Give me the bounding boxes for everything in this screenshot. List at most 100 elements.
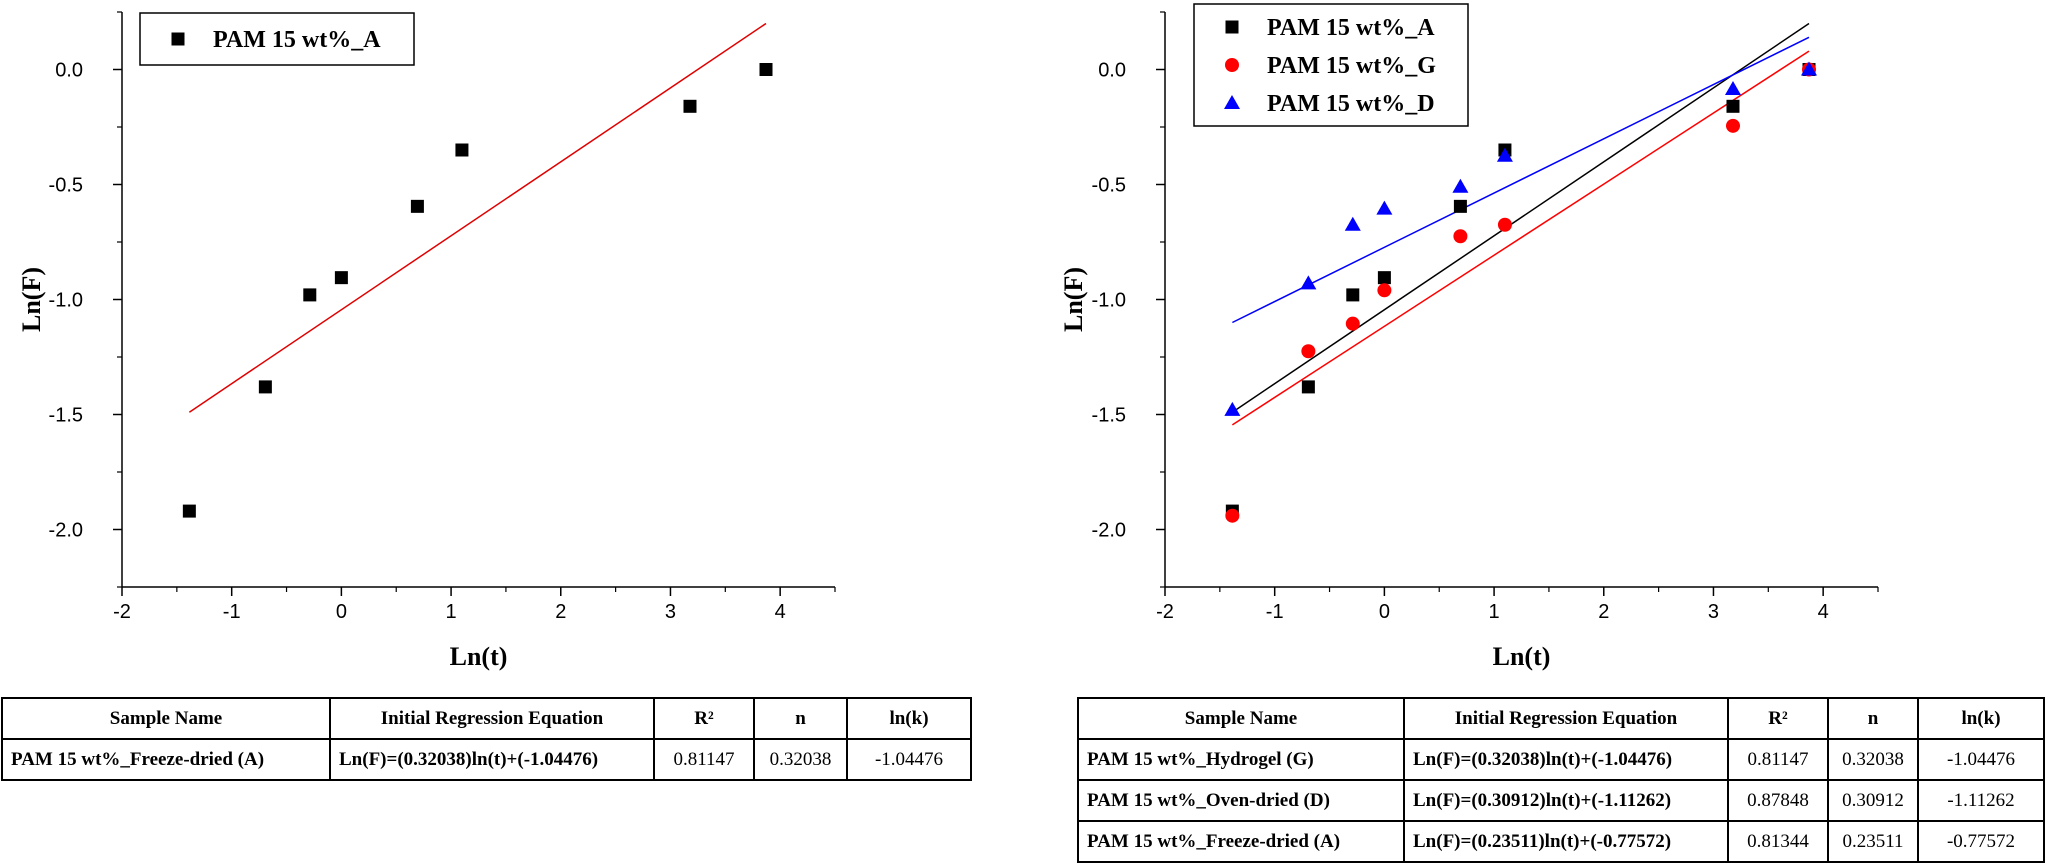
data-point <box>1725 118 1740 133</box>
x-tick-label: 0 <box>1379 601 1390 623</box>
x-tick-label: 3 <box>1708 601 1719 623</box>
legend-label: PAM 15 wt%_A <box>1267 15 1435 41</box>
legend-label: PAM 15 wt%_A <box>213 27 381 53</box>
data-point <box>1344 216 1361 231</box>
x-tick-label: -1 <box>1266 601 1284 623</box>
header-sample-name: Sample Name <box>1077 697 1405 740</box>
fit-line <box>1231 22 1810 413</box>
y-tick-label: -2.0 <box>49 520 83 542</box>
cell-lnk: -1.04476 <box>1917 738 2045 781</box>
cell-n: 0.23511 <box>1827 820 1919 863</box>
data-point <box>1497 217 1512 232</box>
table-header-row: Sample Name Initial Regression Equation … <box>1077 697 2045 740</box>
x-tick-label: 2 <box>555 601 566 623</box>
y-tick-label: -1.5 <box>49 405 83 427</box>
y-tick-label: -0.5 <box>49 175 83 197</box>
legend-box <box>139 12 415 66</box>
x-tick-label: 4 <box>775 601 786 623</box>
regression-table-right: Sample Name Initial Regression Equation … <box>1077 697 2045 863</box>
header-lnk: ln(k) <box>1917 697 2045 740</box>
data-point <box>1801 61 1818 76</box>
data-point <box>1453 229 1468 244</box>
legend-marker <box>1224 95 1240 109</box>
cell-r2: 0.81147 <box>653 738 755 781</box>
cell-equation: Ln(F)=(0.23511)ln(t)+(-0.77572) <box>1403 820 1729 863</box>
data-point <box>683 99 697 113</box>
table-row: PAM 15 wt%_Oven-dried (D) Ln(F)=(0.30912… <box>1077 779 2045 822</box>
y-axis-title: Ln(F) <box>17 267 46 332</box>
legend-label: PAM 15 wt%_G <box>1267 53 1436 79</box>
table-row: PAM 15 wt%_Freeze-dried (A) Ln(F)=(0.235… <box>1077 820 2045 863</box>
cell-equation: Ln(F)=(0.32038)ln(t)+(-1.04476) <box>329 738 655 781</box>
cell-r2: 0.81147 <box>1727 738 1829 781</box>
header-equation: Initial Regression Equation <box>1403 697 1729 740</box>
y-tick-label: 0.0 <box>55 60 83 82</box>
data-point <box>1346 288 1360 302</box>
cell-sample: PAM 15 wt%_Oven-dried (D) <box>1077 779 1405 822</box>
cell-sample: PAM 15 wt%_Hydrogel (G) <box>1077 738 1405 781</box>
cell-sample: PAM 15 wt%_Freeze-dried (A) <box>1 738 331 781</box>
data-point <box>1724 81 1741 96</box>
data-point <box>1496 147 1513 162</box>
legend-marker <box>1225 58 1239 72</box>
chart-left: -2 -1 0 1 2 3 4 0.0 -0.5 -1.0 -1.5 -2.0 Ln(t) Ln(F) PA… <box>17 11 836 671</box>
data-point <box>1452 178 1469 193</box>
fit-line <box>1231 50 1810 426</box>
y-tick-label: -1.5 <box>1092 405 1126 427</box>
data-point <box>759 63 773 76</box>
table-header-row: Sample Name Initial Regression Equation … <box>1 697 972 740</box>
cell-lnk: -1.04476 <box>846 738 972 781</box>
charts-canvas: -2 -1 0 1 2 3 4 0.0 -0.5 -1.0 -1.5 -2.0 Ln(t) Ln(F) PA… <box>17 3 1879 671</box>
data-point <box>1301 380 1315 394</box>
header-n: n <box>1827 697 1919 740</box>
x-tick-label: 3 <box>665 601 676 623</box>
data-point <box>303 288 317 302</box>
fit-line <box>188 22 767 413</box>
header-r2: R² <box>1727 697 1829 740</box>
cell-lnk: -0.77572 <box>1917 820 2045 863</box>
regression-table-left: Sample Name Initial Regression Equation … <box>1 697 972 781</box>
data-point <box>1224 401 1241 416</box>
data-point <box>1453 199 1467 213</box>
data-point <box>455 143 469 157</box>
y-tick-label: -0.5 <box>1092 175 1126 197</box>
cell-n: 0.32038 <box>1827 738 1919 781</box>
header-sample-name: Sample Name <box>1 697 331 740</box>
data-point <box>1376 200 1393 215</box>
cell-r2: 0.81344 <box>1727 820 1829 863</box>
header-lnk: ln(k) <box>846 697 972 740</box>
data-point <box>334 271 348 285</box>
data-point <box>1345 316 1360 331</box>
y-tick-label: -2.0 <box>1092 520 1126 542</box>
x-tick-label: 2 <box>1598 601 1609 623</box>
fit-line <box>1232 36 1810 324</box>
chart-right: -2 -1 0 1 2 3 4 0.0 -0.5 -1.0 -1.5 -2.0 Ln(t) Ln(F) PA… <box>1059 3 1879 671</box>
data-point <box>1225 508 1240 523</box>
y-tick-label: -1.0 <box>49 290 83 312</box>
x-tick-label: 0 <box>336 601 347 623</box>
table-row: PAM 15 wt%_Freeze-dried (A) Ln(F)=(0.320… <box>1 738 972 781</box>
cell-equation: Ln(F)=(0.30912)ln(t)+(-1.11262) <box>1403 779 1729 822</box>
cell-lnk: -1.11262 <box>1917 779 2045 822</box>
x-tick-label: 1 <box>1489 601 1500 623</box>
x-tick-label: 4 <box>1818 601 1829 623</box>
header-r2: R² <box>653 697 755 740</box>
data-point <box>1726 99 1740 113</box>
cell-n: 0.32038 <box>753 738 848 781</box>
data-point <box>1300 275 1317 290</box>
cell-sample: PAM 15 wt%_Freeze-dried (A) <box>1077 820 1405 863</box>
data-point <box>1377 271 1391 285</box>
cell-n: 0.30912 <box>1827 779 1919 822</box>
cell-r2: 0.87848 <box>1727 779 1829 822</box>
x-tick-label: 1 <box>446 601 457 623</box>
cell-equation: Ln(F)=(0.32038)ln(t)+(-1.04476) <box>1403 738 1729 781</box>
data-point <box>1377 283 1392 298</box>
x-axis-title: Ln(t) <box>450 642 508 671</box>
x-tick-label: -1 <box>223 601 241 623</box>
data-point <box>258 380 272 394</box>
data-point <box>1301 344 1316 359</box>
table-row: PAM 15 wt%_Hydrogel (G) Ln(F)=(0.32038)l… <box>1077 738 2045 781</box>
data-point <box>410 199 424 213</box>
legend-box <box>1193 3 1469 127</box>
y-axis-title: Ln(F) <box>1059 267 1088 332</box>
